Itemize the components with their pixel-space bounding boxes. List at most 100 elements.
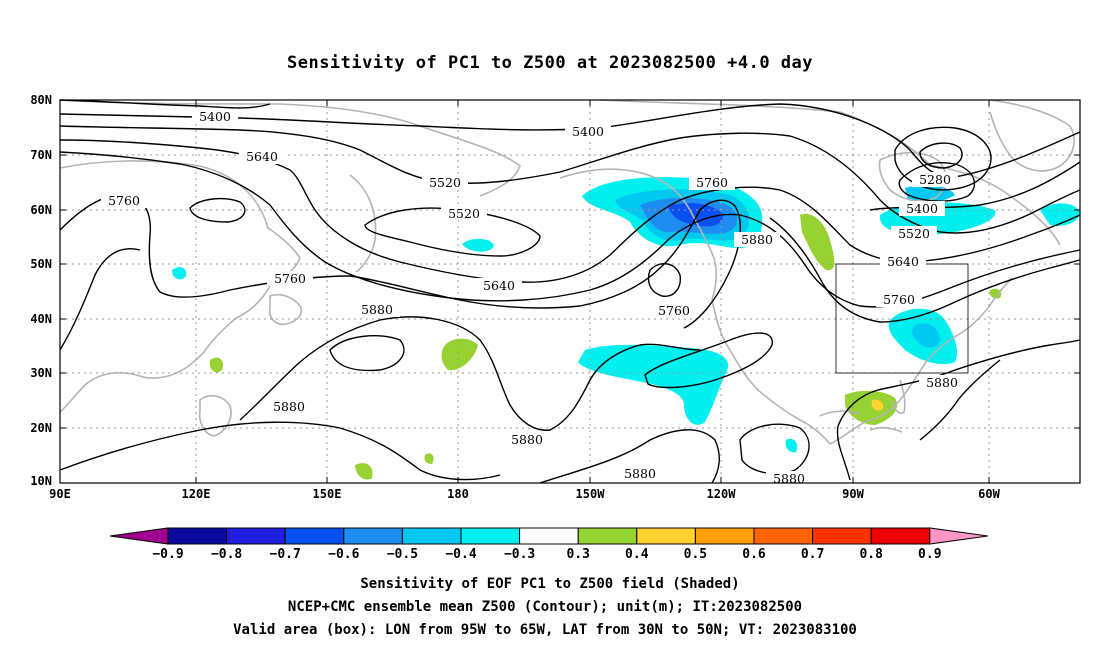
graticule: [60, 100, 1080, 483]
contour-5880-closed-a: [329, 335, 405, 372]
coast-hudson: [878, 151, 947, 202]
lon-tick-label: 120W: [707, 487, 737, 501]
coastlines: [59, 99, 1075, 445]
contour-label: 5760: [696, 175, 728, 190]
colorbar-segment: [753, 527, 814, 545]
colorbar-label: 0.5: [684, 547, 707, 562]
colorbar-segment: [401, 527, 462, 545]
colorbar-label: 0.3: [566, 547, 589, 562]
contour-label: 5760: [108, 193, 140, 208]
colorbar-label: 0.7: [801, 547, 824, 562]
contour-label: 5520: [898, 226, 930, 241]
contour-5760-main: [349, 199, 741, 329]
lat-tick-label: 80N: [30, 93, 52, 107]
contour-5400-top: [59, 99, 271, 109]
shade-neg-gulf-stream-core: [912, 323, 940, 348]
colorbar-segment: [167, 527, 228, 545]
colorbar-segment: [577, 527, 638, 545]
shade-pos-small-3: [989, 288, 1002, 299]
contour-5880-closed-c: [739, 423, 810, 475]
lon-tick-label: 150W: [576, 487, 606, 501]
colorbar-label: −0.8: [211, 547, 242, 562]
map-frame: 5400 5400 5400 5640 5640 5640 5520 5520 …: [59, 99, 1081, 486]
colorbar-segment: [226, 527, 286, 545]
coast-greenland: [989, 99, 1075, 172]
colorbar-label: 0.6: [742, 547, 766, 562]
caption-line-3: Valid area (box): LON from 95W to 65W, L…: [233, 622, 857, 638]
lat-tick-label: 50N: [30, 257, 52, 271]
contour-label: 5760: [274, 271, 306, 286]
colorbar-segment: [636, 527, 696, 545]
shade-pos-rockies: [800, 213, 835, 271]
contour-label: 5400: [199, 109, 231, 124]
lon-axis: 90E 120E 150E 180 150W 120W 90W 60W: [49, 487, 1000, 501]
contour-label: 5400: [572, 124, 604, 139]
lat-tick-label: 10N: [30, 474, 52, 488]
shade-pos-small-2: [355, 463, 373, 480]
contour-label: 5880: [361, 302, 393, 317]
contour-5880-south: [59, 421, 501, 481]
shade-neg-small-2: [462, 238, 494, 252]
shade-neg-small-3: [785, 438, 798, 453]
caption-line-1: Sensitivity of EOF PC1 to Z500 field (Sh…: [360, 576, 739, 592]
map-border: [59, 99, 1081, 484]
coast-alaska: [559, 168, 717, 301]
contour-5880-south-b: [539, 429, 720, 484]
lon-tick-label: 60W: [978, 487, 1000, 501]
colorbar-segment: [343, 527, 403, 545]
colorbar-segment: [870, 527, 931, 545]
contour-5880-sw-box: [919, 359, 1001, 441]
coast-caribbean: [819, 410, 903, 433]
colorbar-label: −0.9: [152, 547, 183, 562]
coast-west-us: [711, 299, 831, 445]
lon-tick-label: 150E: [313, 487, 342, 501]
tick-marks: [60, 99, 1080, 484]
colorbar-label: −0.4: [445, 547, 476, 562]
contour-label: 5520: [429, 175, 461, 190]
lon-tick-label: 90E: [49, 487, 71, 501]
colorbar-segment: [284, 527, 345, 545]
coast-kamchatka: [349, 174, 377, 273]
lon-tick-label: 180: [447, 487, 469, 501]
shade-pos-small-4: [424, 453, 434, 464]
contour-5280-inner: [919, 142, 963, 169]
coast-asia-east: [59, 160, 301, 413]
contour-label: 5640: [887, 254, 919, 269]
contour-label: 5880: [926, 375, 958, 390]
coast-north-america: [599, 99, 1061, 246]
coast-florida: [891, 379, 906, 415]
contour-label: 5520: [448, 206, 480, 221]
contour-5880-closed-b: [644, 332, 773, 389]
contour-5520: [59, 125, 1081, 234]
colorbar-segment: [812, 527, 872, 545]
shade-neg-pacific-nw-max: [668, 203, 723, 227]
contour-label: 5640: [246, 149, 278, 164]
lat-tick-label: 60N: [30, 203, 52, 217]
contour-label: 5880: [273, 399, 305, 414]
contour-label: 5760: [658, 303, 690, 318]
lat-tick-label: 70N: [30, 148, 52, 162]
lat-tick-label: 20N: [30, 421, 52, 435]
contour-label: 5280: [919, 172, 951, 187]
colorbar-label: 0.8: [859, 547, 883, 562]
colorbar-segment: [460, 527, 521, 545]
contour-5520-low: [364, 207, 541, 257]
contour-5760-east: [769, 217, 1081, 323]
colorbar: −0.9 −0.8 −0.7 −0.6 −0.5 −0.4 −0.3 0.3 0.4 0.5 0.6…: [109, 527, 988, 562]
shade-pos-caribbean-core: [871, 399, 884, 411]
lat-axis: 80N 70N 60N 50N 40N 30N 20N 10N: [30, 93, 52, 488]
map-title: Sensitivity of PC1 to Z500 at 2023082500…: [287, 53, 813, 73]
lat-tick-label: 40N: [30, 312, 52, 326]
colorbar-label: −0.6: [328, 547, 359, 562]
colorbar-label: −0.5: [387, 547, 418, 562]
colorbar-label: 0.4: [625, 547, 649, 562]
colorbar-label: −0.7: [270, 547, 301, 562]
contour-label: 5880: [511, 432, 543, 447]
colorbar-arrow-high: [929, 527, 988, 545]
colorbar-segment: [519, 527, 579, 545]
contour-5880-west: [59, 248, 141, 351]
shade-pos-small-1: [209, 357, 224, 373]
shade-neg-small-1: [172, 267, 187, 280]
colorbar-label: 0.9: [918, 547, 941, 562]
